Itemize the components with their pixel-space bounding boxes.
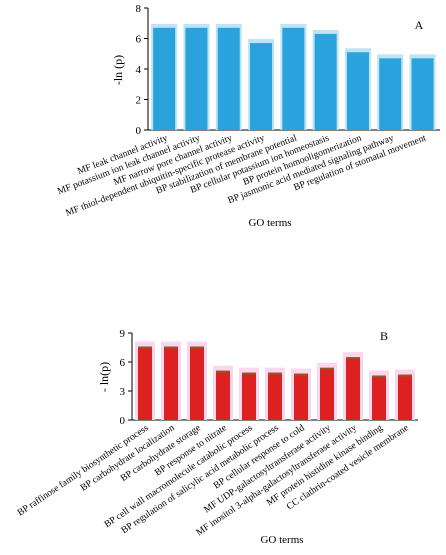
panel-b-bar-cap [138, 346, 152, 349]
panel-a-bar [153, 27, 176, 131]
panel-b-bar [190, 346, 204, 420]
panel-a-ylabel: -ln (p) [111, 55, 125, 85]
panel-b-bar [398, 374, 412, 420]
panel-a-ytick-label: 0 [136, 125, 142, 137]
panel-b-bar [216, 370, 230, 420]
panel-b-ytick-label: 6 [120, 357, 126, 369]
panel-a-bar [379, 58, 402, 131]
panel-a-bar [314, 33, 337, 130]
panel-b-ytick-label: 9 [120, 328, 126, 340]
panel-a-ytick-label: 6 [136, 34, 142, 46]
panel-b-xlabel: GO terms [260, 534, 303, 546]
panel-a-bar [411, 58, 434, 131]
panel-b-bar [164, 346, 178, 420]
panel-b-bar [346, 357, 360, 420]
panel-a-xlabel: GO terms [248, 217, 291, 229]
panel-b-bar [294, 373, 308, 420]
panel-b-bar-cap [294, 373, 308, 376]
panel-a-bar [282, 27, 305, 131]
panel-b-bar-cap [372, 375, 386, 378]
panel-b-bar-cap [320, 367, 334, 370]
panel-a-ytick-label: 2 [136, 95, 142, 107]
panel-b-ytick-label: 3 [120, 386, 126, 398]
panel-b-bar-cap [190, 346, 204, 349]
panel-b-ylabel: - ln(p) [97, 362, 111, 392]
panel-a-ytick-label: 8 [136, 3, 142, 15]
panel-a-bar [346, 52, 369, 130]
panel-b-bar [242, 372, 256, 420]
panel-b-bar-cap [242, 372, 256, 375]
panel-a-ytick-label: 4 [136, 64, 142, 76]
panel-b-bar [138, 346, 152, 420]
panel-b-bar-cap [268, 372, 282, 375]
panel-a-bar [250, 43, 273, 131]
panel-b-bar [320, 367, 334, 420]
panel-b-bar-cap [164, 346, 178, 349]
panel-b-bar-cap [346, 357, 360, 360]
panel-b-bar [268, 372, 282, 420]
panel-b-bar [372, 375, 386, 420]
panel-a-letter: A [415, 18, 424, 32]
panel-a-bar [185, 27, 208, 131]
panel-b-bar-cap [398, 374, 412, 377]
panel-b-letter: B [380, 329, 388, 343]
panel-b-bar-cap [216, 370, 230, 373]
panel-b-ytick-label: 0 [120, 415, 126, 427]
panel-a-bar [217, 27, 240, 131]
